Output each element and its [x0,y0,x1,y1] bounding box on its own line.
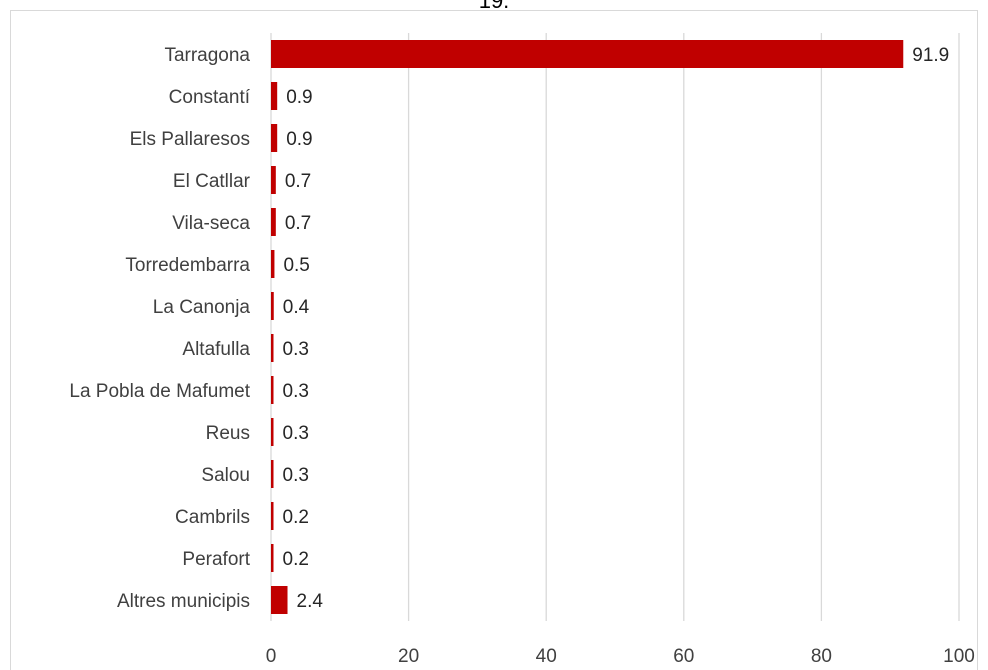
bar [271,544,274,572]
value-label: 0.9 [286,129,312,150]
x-tick-label: 0 [266,646,277,666]
cut-off-heading: 19. [478,0,510,13]
bar [271,166,276,194]
value-label: 0.2 [283,549,309,570]
value-label: 0.3 [283,381,309,402]
value-label: 0.9 [286,87,312,108]
bar [271,82,278,110]
value-label: 0.5 [283,255,309,276]
value-label: 0.3 [283,465,309,486]
category-label: Constantí [169,87,251,108]
category-label: Salou [201,465,250,486]
value-labels: 91.9 0.9 0.9 0.7 0.7 0.5 0.4 0.3 0.3 0.3 0.3 0.2 0.2… [283,45,950,612]
bar [271,208,276,236]
x-tick-label: 80 [811,646,832,666]
x-tick-label: 100 [943,646,975,666]
x-tick-label: 60 [673,646,694,666]
gridlines [270,33,960,621]
bar [271,460,274,488]
value-label: 91.9 [912,45,949,66]
category-label: Tarragona [164,45,250,66]
bar [271,376,274,404]
category-label: Els Pallaresos [130,129,250,150]
x-tick-label: 40 [536,646,557,666]
bar [271,586,288,614]
category-label: Altres municipis [117,591,250,612]
value-label: 2.4 [297,591,324,612]
value-label: 0.3 [283,339,309,360]
category-label: La Canonja [153,297,251,318]
bars [271,40,904,614]
category-label: Perafort [182,549,250,570]
category-label: Cambrils [175,507,250,528]
bar [271,292,274,320]
x-axis-ticks: 0 20 40 60 80 100 [266,646,975,666]
value-label: 0.7 [285,171,311,192]
value-label: 0.3 [283,423,309,444]
category-labels: Tarragona Constantí Els Pallaresos El Catll… [69,45,250,612]
value-label: 0.2 [283,507,309,528]
bar [271,334,274,362]
bar [271,250,275,278]
value-label: 0.4 [283,297,310,318]
x-tick-label: 20 [398,646,419,666]
category-label: El Catllar [173,171,251,192]
bar [271,418,274,446]
category-label: Altafulla [182,339,250,360]
category-label: Reus [206,423,250,444]
category-label: La Pobla de Mafumet [69,381,250,402]
value-label: 0.7 [285,213,311,234]
bar [271,40,904,68]
chart-frame [10,10,978,670]
category-label: Torredembarra [125,255,250,276]
bar [271,502,274,530]
bar [271,124,278,152]
category-label: Vila-seca [172,213,250,234]
